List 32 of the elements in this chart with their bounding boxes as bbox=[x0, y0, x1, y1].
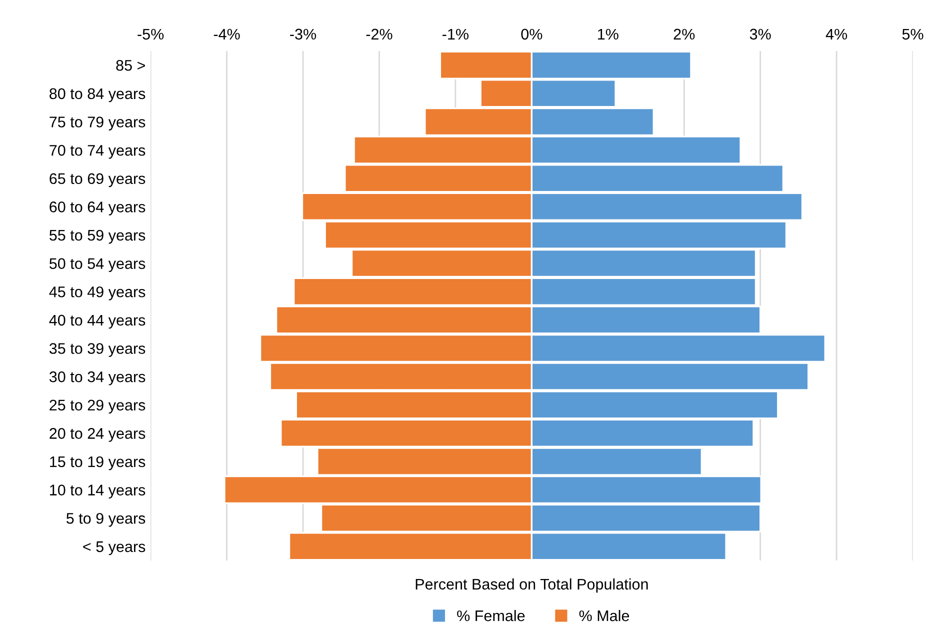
y-tick-label: 85 > bbox=[116, 60, 145, 71]
x-tick-label: -4% bbox=[214, 28, 240, 40]
y-tick-label: 75 to 79 years bbox=[50, 116, 146, 130]
x-tick-label: 4% bbox=[826, 28, 848, 40]
x-tick-label: 1% bbox=[598, 28, 618, 40]
y-tick-label: 40 to 44 years bbox=[49, 314, 146, 329]
y-tick-label: 10 to 14 years bbox=[50, 484, 146, 498]
x-tick-label: -3% bbox=[290, 28, 316, 40]
y-tick-label: 20 to 24 years bbox=[50, 428, 146, 442]
y-tick-label: < 5 years bbox=[83, 541, 146, 556]
x-tick-label: 2% bbox=[674, 28, 695, 40]
legend-label: % Male bbox=[579, 610, 630, 622]
x-tick-label: -5% bbox=[138, 28, 164, 40]
x-tick-label: 5% bbox=[902, 28, 924, 40]
y-tick-label: 55 to 59 years bbox=[49, 230, 146, 244]
y-tick-label: 65 to 69 years bbox=[50, 173, 146, 188]
y-tick-label: 35 to 39 years bbox=[49, 343, 146, 357]
x-tick-label: -1% bbox=[442, 28, 468, 40]
x-tick-label: -2% bbox=[366, 28, 392, 40]
y-tick-label: 30 to 34 years bbox=[49, 371, 146, 386]
x-tick-label: 0% bbox=[521, 28, 542, 40]
y-tick-label: 50 to 54 years bbox=[49, 258, 146, 272]
y-tick-label: 60 to 64 years bbox=[50, 202, 146, 216]
x-tick-label: 3% bbox=[750, 28, 771, 40]
x-axis-title: Percent Based on Total Population bbox=[416, 578, 648, 593]
y-tick-label: 15 to 19 years bbox=[50, 456, 146, 470]
legend-label: % Female bbox=[457, 610, 525, 622]
y-tick-label: 45 to 49 years bbox=[49, 286, 146, 300]
y-tick-label: 70 to 74 years bbox=[50, 144, 146, 159]
y-tick-label: 80 to 84 years bbox=[50, 88, 146, 102]
y-tick-label: 5 to 9 years bbox=[66, 512, 146, 527]
y-tick-label: 25 to 29 years bbox=[50, 400, 146, 414]
